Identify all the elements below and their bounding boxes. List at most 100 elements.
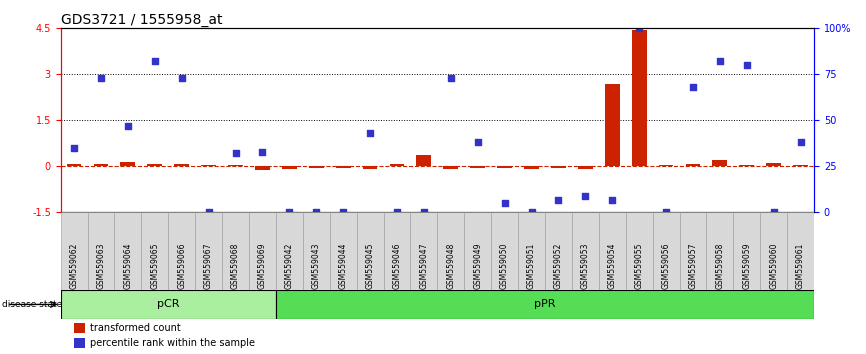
Text: GSM559044: GSM559044 — [339, 242, 347, 289]
Text: GSM559053: GSM559053 — [581, 242, 590, 289]
Text: GSM559052: GSM559052 — [554, 242, 563, 289]
Text: GSM559056: GSM559056 — [662, 242, 670, 289]
Point — [766, 210, 780, 215]
Text: GSM559055: GSM559055 — [635, 242, 643, 289]
Bar — [524, 166, 539, 170]
Bar — [309, 166, 324, 168]
Point — [229, 151, 242, 156]
Bar — [303, 212, 330, 290]
Bar — [572, 212, 598, 290]
Point — [525, 210, 539, 215]
Bar — [87, 212, 114, 290]
Bar — [282, 166, 297, 170]
Bar — [551, 166, 565, 168]
Text: GSM559046: GSM559046 — [392, 242, 402, 289]
Bar — [437, 212, 464, 290]
Text: GSM559051: GSM559051 — [527, 242, 536, 289]
Bar — [497, 166, 512, 168]
Bar — [255, 166, 270, 170]
Point — [336, 210, 350, 215]
Bar — [625, 212, 653, 290]
Bar — [734, 212, 760, 290]
Bar — [141, 212, 168, 290]
Bar — [578, 166, 592, 169]
Bar — [61, 290, 276, 319]
Point — [202, 210, 216, 215]
Bar — [766, 163, 781, 166]
Bar — [707, 212, 734, 290]
Bar — [659, 165, 674, 166]
Point — [632, 25, 646, 31]
Point — [282, 210, 296, 215]
Bar — [760, 212, 787, 290]
Text: GSM559067: GSM559067 — [204, 242, 213, 289]
Point — [175, 75, 189, 81]
Text: GSM559043: GSM559043 — [312, 242, 320, 289]
Text: GSM559050: GSM559050 — [500, 242, 509, 289]
Point — [148, 59, 162, 64]
Bar — [67, 164, 81, 166]
Point — [686, 84, 700, 90]
Text: GSM559054: GSM559054 — [608, 242, 617, 289]
Bar — [120, 162, 135, 166]
Point — [471, 139, 485, 145]
Text: GSM559068: GSM559068 — [231, 242, 240, 289]
Bar — [330, 212, 357, 290]
Text: pPR: pPR — [534, 299, 556, 309]
Bar — [417, 155, 431, 166]
Bar — [201, 165, 216, 166]
Bar — [61, 212, 87, 290]
Point — [578, 193, 592, 199]
Text: GSM559048: GSM559048 — [446, 242, 456, 289]
Bar — [276, 212, 303, 290]
Bar — [793, 165, 808, 166]
Text: GSM559045: GSM559045 — [365, 242, 375, 289]
Bar — [249, 212, 276, 290]
Bar — [174, 164, 189, 166]
Text: pCR: pCR — [157, 299, 179, 309]
Text: GSM559061: GSM559061 — [796, 242, 805, 289]
Point — [255, 149, 269, 154]
Text: GSM559047: GSM559047 — [419, 242, 429, 289]
Text: GSM559065: GSM559065 — [151, 242, 159, 289]
Point — [605, 197, 619, 202]
Bar — [598, 212, 625, 290]
Bar — [390, 164, 404, 166]
Point — [713, 59, 727, 64]
Text: GSM559062: GSM559062 — [69, 242, 79, 289]
Point — [659, 210, 673, 215]
Bar — [222, 212, 249, 290]
Bar — [94, 164, 108, 166]
Bar — [74, 324, 85, 333]
Point — [552, 197, 565, 202]
Text: GSM559049: GSM559049 — [473, 242, 482, 289]
Point — [121, 123, 135, 129]
Text: GSM559060: GSM559060 — [769, 242, 779, 289]
Bar — [631, 30, 647, 166]
Text: disease state: disease state — [2, 300, 62, 309]
Text: GSM559042: GSM559042 — [285, 242, 294, 289]
Bar — [787, 212, 814, 290]
Bar — [147, 164, 162, 166]
Point — [793, 139, 807, 145]
Bar — [680, 212, 707, 290]
Bar — [357, 212, 384, 290]
Point — [390, 210, 404, 215]
Bar — [363, 166, 378, 169]
Point — [68, 145, 81, 151]
Bar — [713, 160, 727, 166]
Text: GSM559057: GSM559057 — [688, 242, 697, 289]
Bar — [195, 212, 222, 290]
Text: GSM559066: GSM559066 — [178, 242, 186, 289]
Point — [417, 210, 430, 215]
Bar — [384, 212, 410, 290]
Text: transformed count: transformed count — [90, 323, 181, 333]
Bar — [336, 166, 351, 168]
Text: GSM559069: GSM559069 — [258, 242, 267, 289]
Point — [309, 210, 323, 215]
Bar — [491, 212, 518, 290]
Bar — [740, 165, 754, 166]
Bar — [653, 212, 680, 290]
Text: GSM559063: GSM559063 — [96, 242, 106, 289]
Point — [363, 130, 377, 136]
